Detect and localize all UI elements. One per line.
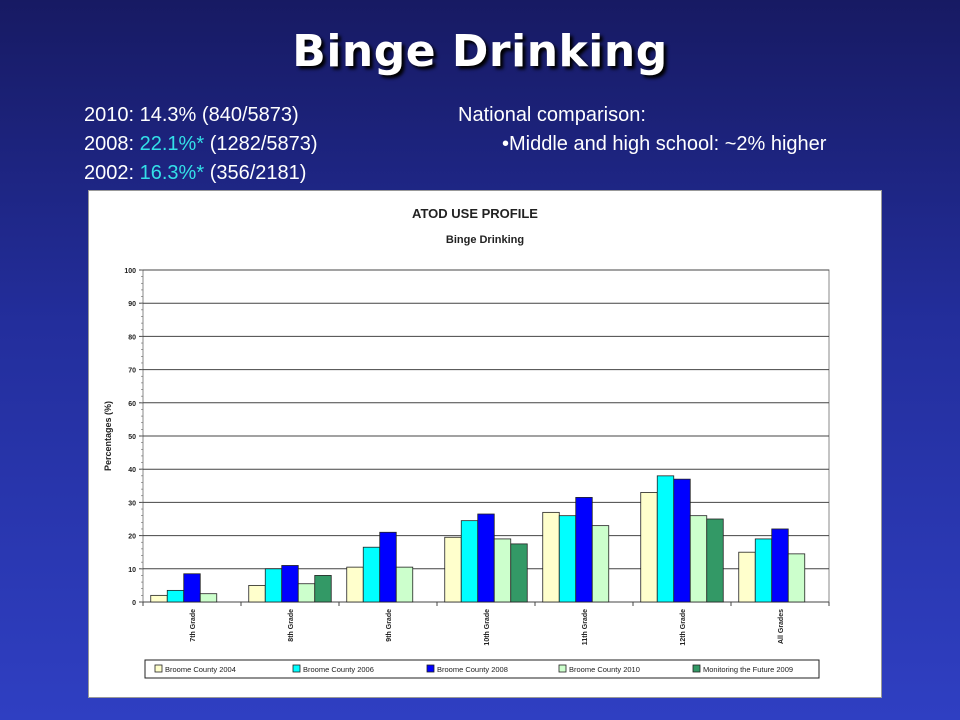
x-tick-label: 7th Grade	[190, 609, 197, 642]
stat-year: 2008:	[84, 133, 135, 155]
chart-subtitle: Binge Drinking	[446, 234, 524, 246]
bar	[673, 478, 691, 603]
y-tick-label: 10	[128, 567, 136, 574]
stat-count: (1282/5873)	[209, 133, 318, 155]
chart-panel: ATOD USE PROFILE Binge Drinking 0 10 20 30 4…	[88, 190, 882, 698]
bar	[591, 525, 610, 603]
stat-line-2002: 2002: 16.3%* (356/2181)	[84, 159, 318, 188]
national-bullet: •Middle and high school: ~2% higher	[502, 133, 827, 155]
y-tick-label: 60	[128, 401, 136, 408]
legend-label: Broome County 2004	[165, 665, 236, 674]
bar	[542, 511, 560, 603]
y-tick-label: 90	[128, 301, 136, 308]
stat-year: 2010:	[84, 104, 135, 126]
x-tick-label: 11th Grade	[582, 609, 589, 645]
bar	[150, 594, 168, 603]
y-tick-label: 0	[132, 600, 136, 607]
legend-label: Broome County 2006	[303, 665, 374, 674]
bar	[493, 538, 512, 603]
bar	[379, 531, 397, 603]
x-tick-label: 9th Grade	[386, 609, 393, 642]
bar	[281, 565, 299, 603]
bar	[656, 475, 675, 603]
bar-chart: ATOD USE PROFILE Binge Drinking 0 10 20 30 4…	[103, 206, 830, 679]
chart-title: ATOD USE PROFILE	[412, 206, 538, 221]
bar	[771, 528, 789, 603]
stat-count: (840/5873)	[201, 104, 299, 126]
legend-swatch	[558, 664, 567, 673]
bar	[706, 518, 724, 603]
legend-swatch	[154, 664, 163, 673]
bar	[314, 575, 332, 603]
y-tick-label: 30	[128, 500, 136, 507]
bar	[183, 573, 201, 603]
bar	[199, 593, 218, 603]
bar	[395, 566, 414, 603]
x-tick-label: All Grades	[778, 609, 785, 644]
y-tick-label: 70	[128, 368, 136, 375]
chart-legend: Broome County 2004 Broome County 2006 Broo…	[144, 659, 820, 679]
stat-value: 14.3%	[139, 104, 197, 126]
plot-area: 0 10 20 30 40 50 60 70 80 90 100 Percentages (%) 7th…	[103, 268, 830, 646]
y-axis-label: Percentages (%)	[103, 401, 113, 471]
bar	[460, 520, 479, 603]
bar	[444, 536, 462, 603]
x-tick-label: 8th Grade	[288, 609, 295, 642]
stat-year: 2002:	[84, 162, 135, 184]
stat-count: (356/2181)	[209, 162, 307, 184]
legend-label: Broome County 2008	[437, 665, 508, 674]
x-tick-label: 12th Grade	[680, 609, 687, 646]
bar	[264, 568, 283, 603]
stat-value-highlight: 16.3%*	[139, 162, 205, 184]
stat-value-highlight: 22.1%*	[139, 133, 205, 155]
legend-frame	[144, 659, 820, 679]
bar	[297, 583, 316, 603]
x-tick-label: 10th Grade	[484, 609, 491, 646]
legend-swatch	[692, 664, 701, 673]
bar	[362, 546, 381, 603]
y-tick-label: 40	[128, 467, 136, 474]
bar	[689, 515, 708, 603]
legend-label: Monitoring the Future 2009	[703, 665, 793, 674]
bar	[346, 566, 364, 603]
bar	[477, 513, 495, 603]
stat-line-2008: 2008: 22.1%* (1282/5873)	[84, 130, 318, 159]
legend-swatch	[292, 664, 301, 673]
bar	[558, 515, 577, 603]
y-tick-label: 80	[128, 334, 136, 341]
national-comparison: National comparison: •Middle and high sc…	[458, 101, 826, 159]
stat-line-2010: 2010: 14.3% (840/5873)	[84, 101, 318, 130]
national-heading: National comparison:	[458, 104, 646, 126]
bar	[754, 538, 773, 603]
bar	[787, 553, 806, 603]
stats-block: 2010: 14.3% (840/5873) 2008: 22.1%* (128…	[84, 101, 318, 188]
y-tick-label: 100	[124, 268, 136, 275]
y-tick-label: 20	[128, 534, 136, 541]
bar	[166, 589, 185, 603]
slide-title: Binge Drinking	[292, 26, 668, 77]
bar	[510, 543, 528, 603]
bar	[575, 497, 593, 603]
bar	[738, 551, 756, 603]
bar	[248, 584, 266, 603]
legend-swatch	[426, 664, 435, 673]
y-tick-label: 50	[128, 434, 136, 441]
bar	[640, 492, 658, 603]
legend-label: Broome County 2010	[569, 665, 640, 674]
